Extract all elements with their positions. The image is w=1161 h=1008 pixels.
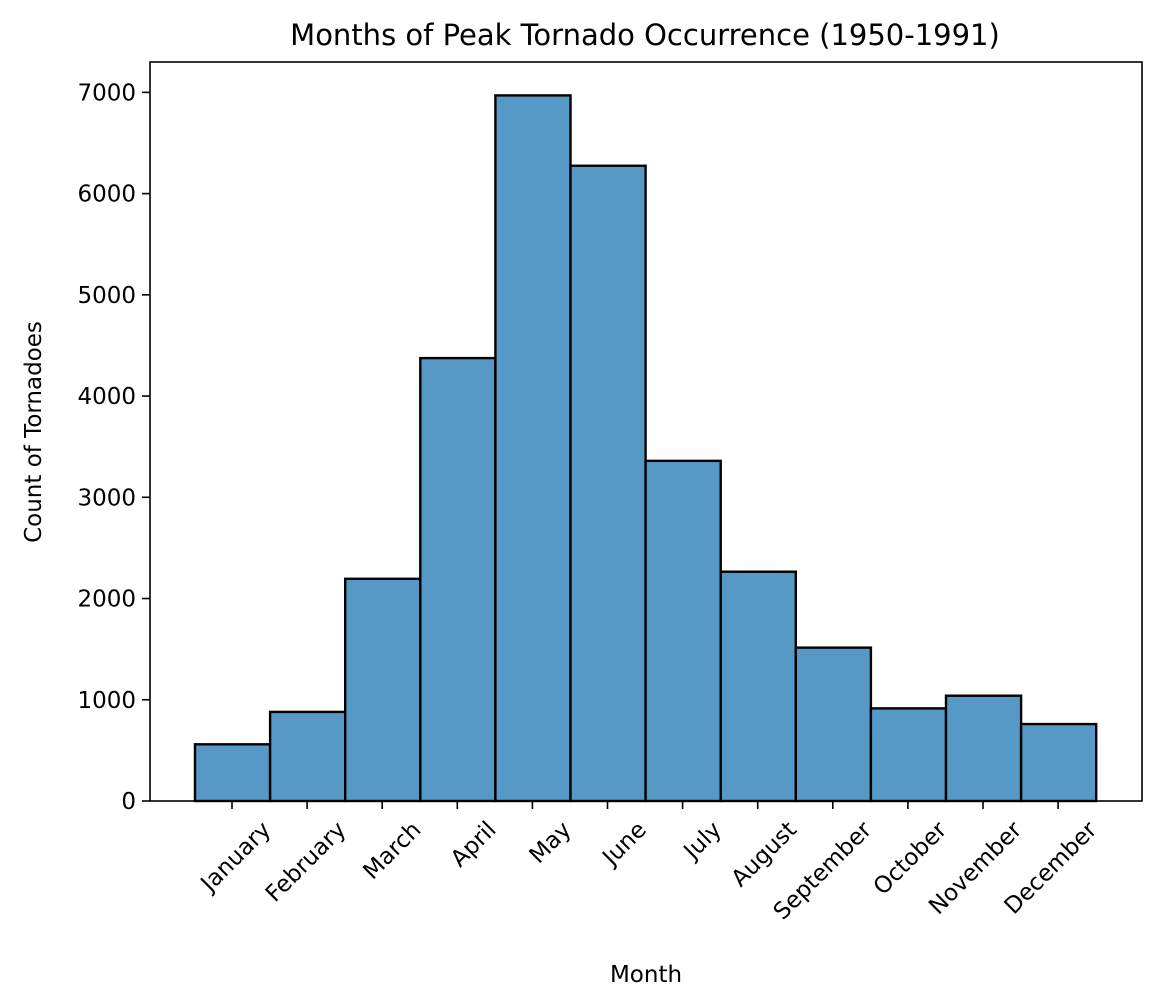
y-tick-label: 6000 <box>77 182 136 208</box>
x-tick-label-april: April <box>446 817 502 873</box>
bar-may <box>494 94 572 803</box>
x-tick-label-july: July <box>678 817 727 866</box>
plot-frame <box>149 61 1143 802</box>
bar-february <box>268 710 347 803</box>
bar-october <box>869 707 948 803</box>
bar-november <box>944 694 1023 803</box>
y-tick-label: 0 <box>121 789 136 815</box>
y-tick-label: 2000 <box>77 587 136 613</box>
bar-july <box>644 459 722 803</box>
y-tick-label: 3000 <box>77 485 136 511</box>
x-tick-label-march: March <box>358 817 426 885</box>
bar-june <box>569 164 647 803</box>
bar-september <box>794 646 873 803</box>
bar-march <box>344 577 422 803</box>
x-tick-label-august: August <box>727 817 802 892</box>
y-tick-label: 7000 <box>77 80 136 106</box>
x-tick-label-may: May <box>525 817 577 869</box>
y-tick-label: 5000 <box>77 283 136 309</box>
bar-december <box>1019 722 1098 803</box>
chart-title: Months of Peak Tornado Occurrence (1950-… <box>290 18 1000 52</box>
y-axis-label: Count of Tornadoes <box>21 321 47 543</box>
y-tick-label: 1000 <box>77 688 136 714</box>
bar-august <box>719 570 798 803</box>
y-axis: 0 1000 2000 3000 4000 5000 6000 7000 <box>77 80 150 815</box>
y-tick-label: 4000 <box>77 384 136 410</box>
x-tick-label-june: June <box>597 817 652 872</box>
bar-january <box>193 743 272 803</box>
bar-april <box>419 356 497 803</box>
x-tick-label-february: February <box>261 817 351 907</box>
x-axis-label: Month <box>610 962 682 988</box>
bars-group <box>193 94 1098 803</box>
